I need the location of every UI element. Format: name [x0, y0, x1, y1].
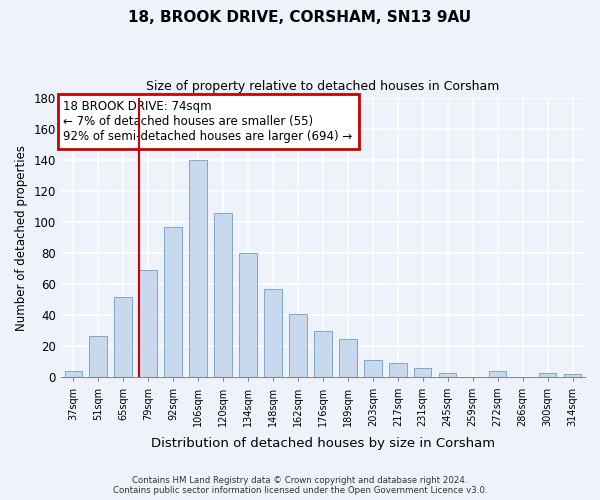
Bar	[190, 160, 207, 378]
Bar	[314, 331, 332, 378]
Text: 18, BROOK DRIVE, CORSHAM, SN13 9AU: 18, BROOK DRIVE, CORSHAM, SN13 9AU	[128, 10, 472, 25]
Text: 18 BROOK DRIVE: 74sqm
← 7% of detached houses are smaller (55)
92% of semi-detac: 18 BROOK DRIVE: 74sqm ← 7% of detached h…	[64, 100, 353, 142]
Bar	[439, 372, 457, 378]
X-axis label: Distribution of detached houses by size in Corsham: Distribution of detached houses by size …	[151, 437, 495, 450]
Bar	[89, 336, 107, 378]
Title: Size of property relative to detached houses in Corsham: Size of property relative to detached ho…	[146, 80, 500, 93]
Bar	[389, 364, 407, 378]
Bar	[414, 368, 431, 378]
Bar	[364, 360, 382, 378]
Bar	[289, 314, 307, 378]
Y-axis label: Number of detached properties: Number of detached properties	[15, 145, 28, 331]
Bar	[564, 374, 581, 378]
Bar	[214, 213, 232, 378]
Bar	[339, 338, 356, 378]
Bar	[264, 289, 282, 378]
Bar	[239, 254, 257, 378]
Bar	[489, 371, 506, 378]
Bar	[139, 270, 157, 378]
Bar	[115, 297, 132, 378]
Bar	[164, 227, 182, 378]
Text: Contains HM Land Registry data © Crown copyright and database right 2024.
Contai: Contains HM Land Registry data © Crown c…	[113, 476, 487, 495]
Bar	[539, 372, 556, 378]
Bar	[65, 371, 82, 378]
